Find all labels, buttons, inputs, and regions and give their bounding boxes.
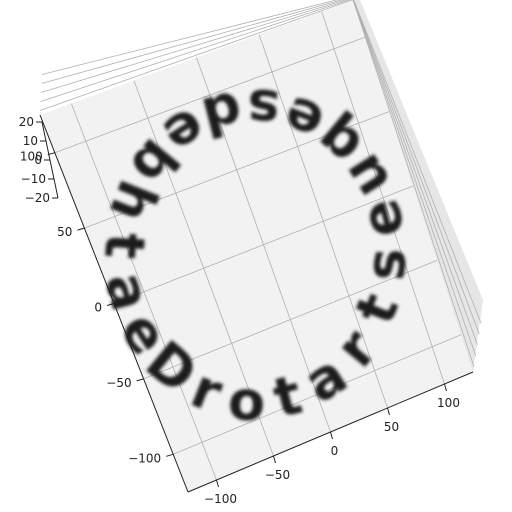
z-gridline — [41, 0, 480, 335]
ring-letter: s — [353, 246, 418, 282]
grid-lines — [40, 0, 482, 481]
z-tick-label: −10 — [21, 172, 46, 186]
y-tick-mark — [136, 378, 144, 382]
y-gridline — [54, 36, 366, 154]
y-tick-label: 0 — [94, 301, 102, 315]
z-gridline — [41, 0, 478, 346]
z-tick-label: 10 — [23, 134, 38, 148]
y-tick-mark — [77, 227, 85, 231]
x-tick-label: 100 — [437, 396, 460, 410]
ring-letter: t — [92, 231, 156, 261]
y-tick-label: −100 — [128, 451, 161, 465]
y-tick-mark — [106, 303, 115, 306]
z-tick-label: 20 — [19, 115, 34, 129]
y-tick-mark — [166, 453, 174, 457]
z-tick-label: 0 — [34, 153, 42, 167]
floor-pane — [40, 0, 473, 492]
y-gridline — [173, 334, 462, 455]
y-gridline — [143, 260, 438, 380]
y-gridline — [84, 111, 390, 229]
y-tick-label: 100 — [20, 150, 43, 164]
x-tick-label: −50 — [265, 468, 290, 482]
x-tick-label: 50 — [384, 420, 399, 434]
x-tick-mark — [273, 455, 276, 464]
x-tick-label: −100 — [204, 492, 237, 506]
z-gridline — [40, 0, 477, 356]
x-tick-mark — [444, 383, 447, 392]
y-tick-label: 50 — [57, 225, 72, 239]
x-tick-mark — [330, 431, 333, 440]
z-gridline — [41, 0, 482, 324]
z-gridline — [40, 0, 475, 367]
x-tick-mark — [216, 479, 219, 488]
z-tick-label: −20 — [25, 191, 50, 205]
x-tick-label: 0 — [331, 444, 339, 458]
ring-letter: s — [245, 77, 281, 142]
y-tick-label: −50 — [106, 376, 131, 390]
x-tick-mark — [387, 407, 390, 416]
ring-letter: o — [226, 368, 267, 433]
y-gridline — [113, 185, 414, 304]
